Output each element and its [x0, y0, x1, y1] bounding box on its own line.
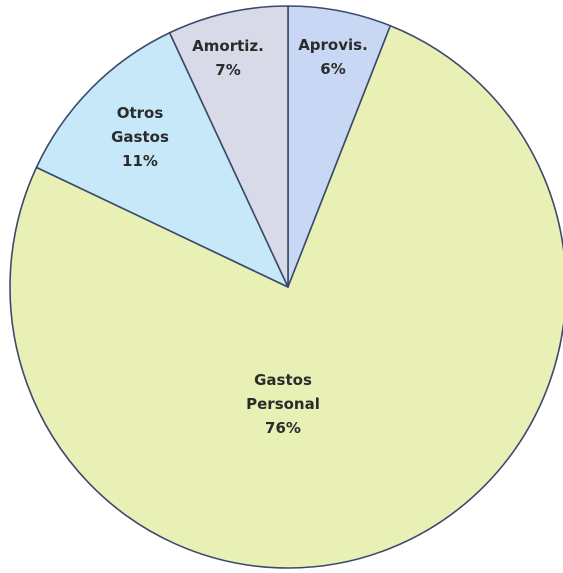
pie-slice-4: [168, 5, 289, 288]
slice-category-label: Aprovis.: [298, 36, 368, 54]
slice-value-label: 76%: [265, 419, 301, 437]
slice-value-label: 6%: [320, 60, 345, 78]
slice-value-label: 7%: [215, 61, 240, 79]
pie-slices: [9, 5, 563, 569]
slice-value-label: 11%: [122, 152, 158, 170]
slice-category-label: Gastos: [254, 371, 312, 389]
slice-category-label: Personal: [246, 395, 320, 413]
slice-category-label: Otros: [117, 104, 164, 122]
slice-category-label: Amortiz.: [192, 37, 264, 55]
pie-labels: Aprovis. 6% Gastos Personal 76% Otros Gastos 11…: [111, 36, 368, 437]
pie-slice-3: [35, 31, 289, 288]
slice-category-label: Gastos: [111, 128, 169, 146]
pie-slice-2: [9, 24, 563, 569]
